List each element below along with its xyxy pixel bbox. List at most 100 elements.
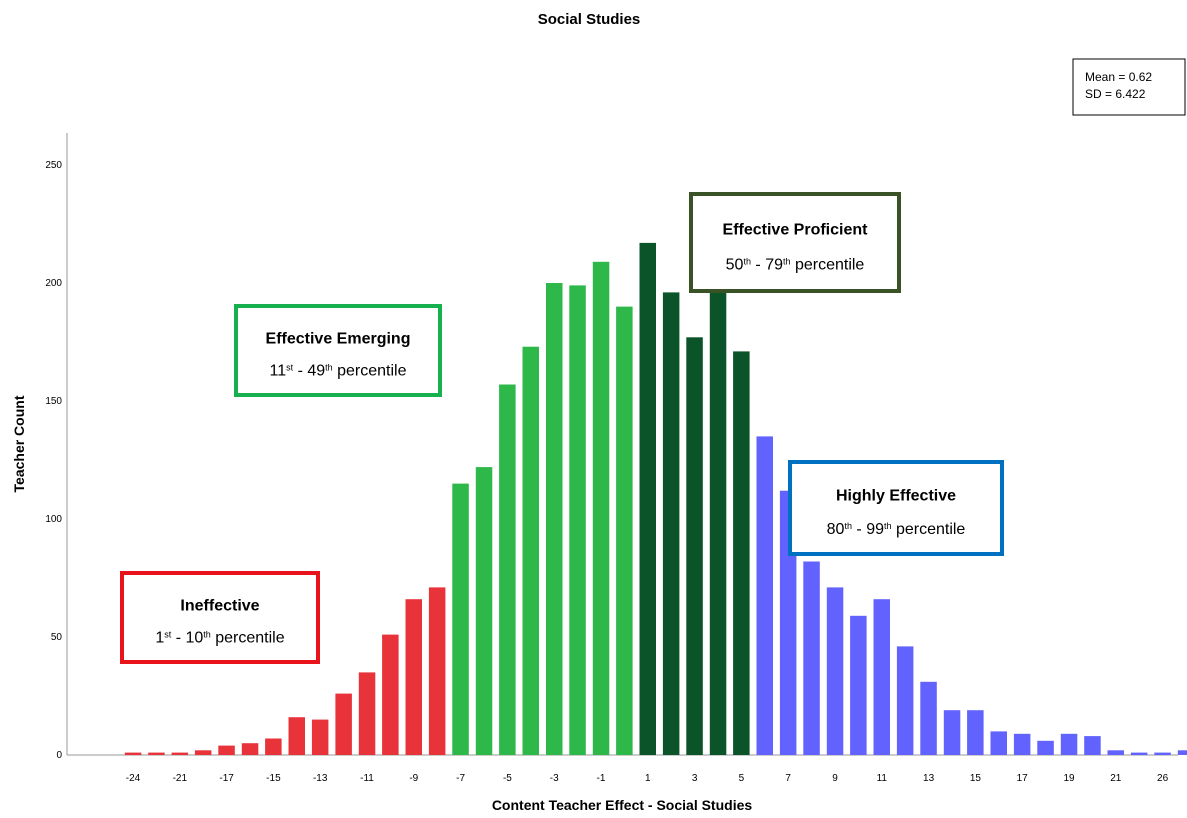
bar--24	[124, 752, 142, 755]
x-tick-label: 13	[923, 773, 935, 784]
annotation-percentile: 80th - 99th percentile	[827, 521, 966, 538]
y-tick-label: 200	[45, 278, 62, 289]
bar-12	[896, 646, 914, 755]
bar-10	[850, 615, 867, 755]
bar--13	[311, 719, 329, 755]
annotation-effective-emerging: Effective Emerging 11st - 49th percentile	[234, 304, 442, 397]
x-tick-label: -1	[597, 773, 606, 784]
x-tick-label: 1	[645, 773, 651, 784]
bar-9	[826, 587, 844, 755]
bar--19	[194, 750, 212, 755]
x-tick-label: -5	[503, 773, 512, 784]
bar-8	[803, 561, 820, 755]
x-tick-label: 3	[692, 773, 698, 784]
annotation-frame	[120, 571, 320, 664]
y-tick-labels: 0 50 100 150 200 250	[45, 160, 62, 761]
bar--2	[569, 285, 586, 755]
x-tick-label: 26	[1157, 773, 1169, 784]
x-tick-label: 19	[1063, 773, 1075, 784]
annotation-percentile: 11st - 49th percentile	[270, 362, 407, 379]
bar--12	[335, 693, 352, 755]
bar-11	[873, 599, 890, 755]
bar--9	[405, 599, 422, 755]
annotation-percentile: 1st - 10th percentile	[155, 629, 284, 646]
chart-title: Social Studies	[538, 11, 641, 28]
bar-3	[686, 337, 703, 755]
y-tick-label: 50	[51, 632, 63, 643]
bar--3	[546, 283, 563, 755]
annotation-frame	[689, 192, 901, 293]
x-tick-label: -17	[219, 773, 234, 784]
bar--14	[288, 717, 305, 755]
bar-5	[733, 351, 750, 755]
stats-box: Mean = 0.62 SD = 6.422	[1072, 58, 1186, 116]
x-tick-label: -3	[550, 773, 559, 784]
bar--17	[218, 745, 235, 755]
bar--11	[358, 672, 376, 755]
bar-0	[616, 306, 633, 755]
bar-7	[779, 490, 797, 755]
x-tick-label: 7	[785, 773, 791, 784]
x-tick-label: -24	[126, 773, 141, 784]
x-tick-label: 21	[1110, 773, 1122, 784]
annotation-title: Highly Effective	[836, 488, 956, 505]
bar-20	[1084, 736, 1101, 755]
bar-4	[709, 285, 727, 755]
bar--8	[428, 587, 446, 755]
x-tick-label: 9	[832, 773, 838, 784]
x-tick-label: 17	[1017, 773, 1029, 784]
bar-18	[1037, 740, 1054, 755]
bar-15	[967, 710, 984, 755]
x-tick-label: -13	[313, 773, 328, 784]
bar--6	[475, 467, 493, 755]
bar-13	[920, 681, 937, 755]
bar-1	[639, 242, 656, 755]
bar-16	[990, 731, 1007, 755]
annotation-effective-proficient: Effective Proficient 50th - 79th percenti…	[689, 192, 901, 293]
x-tick-label: 15	[970, 773, 982, 784]
bar-26	[1154, 752, 1171, 755]
bar-14	[943, 710, 961, 755]
x-tick-label: -15	[266, 773, 281, 784]
bar-6	[756, 436, 773, 755]
bar--7	[452, 483, 469, 755]
stats-box-frame	[1072, 58, 1186, 116]
bar--10	[382, 634, 399, 755]
stats-sd: SD = 6.422	[1085, 87, 1146, 101]
annotation-title: Ineffective	[180, 597, 259, 614]
bar-17	[1013, 733, 1031, 755]
bar--23	[148, 752, 165, 755]
y-tick-label: 0	[56, 750, 62, 761]
x-tick-label: 11	[877, 773, 888, 784]
bar--16	[241, 743, 259, 755]
annotation-frame	[788, 460, 1004, 556]
annotation-title: Effective Emerging	[266, 330, 411, 347]
x-axis-title: Content Teacher Effect - Social Studies	[492, 797, 753, 813]
annotation-ineffective: Ineffective 1st - 10th percentile	[120, 571, 320, 664]
annotation-boxes: Ineffective 1st - 10th percentile Effectiv…	[120, 192, 1004, 664]
bar--5	[499, 384, 516, 755]
x-tick-label: -9	[409, 773, 418, 784]
y-axis-title: Teacher Count	[11, 395, 27, 492]
bar--15	[265, 738, 282, 755]
bars	[124, 242, 1187, 755]
bar-21	[1107, 750, 1124, 755]
x-tick-label: -7	[456, 773, 465, 784]
bar--21	[171, 752, 189, 755]
bar-24	[1130, 752, 1148, 755]
y-tick-label: 150	[45, 396, 62, 407]
bar--1	[592, 261, 610, 755]
x-tick-label: -21	[173, 773, 188, 784]
bar--4	[522, 346, 539, 755]
annotation-percentile: 50th - 79th percentile	[726, 257, 865, 274]
x-tick-label: -11	[360, 773, 374, 784]
y-tick-label: 100	[45, 514, 62, 525]
annotation-title: Effective Proficient	[723, 222, 869, 239]
x-tick-labels: -24 -21 -17 -15 -13 -11 -9 -7 -5 -3 -1 1 3 5 7 9 11 13 15 1…	[126, 773, 1169, 784]
x-tick-label: 5	[739, 773, 745, 784]
stats-mean: Mean = 0.62	[1085, 70, 1152, 84]
annotation-highly-effective: Highly Effective 80th - 99th percentile	[788, 460, 1004, 556]
bar-19	[1060, 733, 1078, 755]
annotation-frame	[234, 304, 442, 397]
